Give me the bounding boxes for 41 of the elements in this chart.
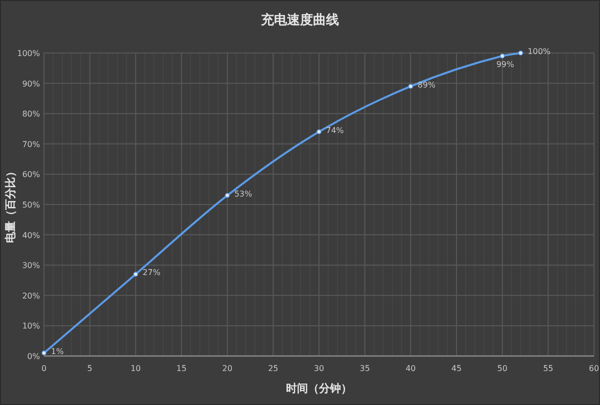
y-tick-label: 70% bbox=[22, 140, 40, 149]
y-tick-label: 20% bbox=[22, 291, 40, 300]
chart-title: 充电速度曲线 bbox=[260, 12, 339, 28]
x-tick-label: 10 bbox=[130, 364, 141, 373]
data-label: 53% bbox=[234, 189, 253, 198]
x-tick-label: 0 bbox=[41, 364, 47, 373]
point bbox=[42, 350, 46, 356]
point bbox=[500, 54, 505, 58]
x-axis-title: 时间（分钟） bbox=[286, 382, 352, 395]
point bbox=[316, 129, 322, 134]
point bbox=[408, 84, 414, 89]
data-label: 89% bbox=[418, 80, 436, 90]
point bbox=[224, 193, 230, 198]
y-tick-label: 60% bbox=[22, 170, 40, 180]
x-tick-label: 30 bbox=[314, 364, 324, 373]
y-tick-label: 100% bbox=[17, 49, 40, 58]
x-tick-label: 25 bbox=[268, 364, 278, 373]
x-tick-label: 5 bbox=[87, 364, 92, 373]
y-tick-label: 50% bbox=[22, 200, 40, 210]
data-label: 100% bbox=[528, 47, 551, 56]
point bbox=[133, 272, 138, 277]
y-tick-label: 10% bbox=[22, 322, 40, 331]
x-tick-label: 40 bbox=[406, 364, 416, 373]
point bbox=[518, 50, 524, 56]
y-tick-label: 90% bbox=[22, 79, 40, 88]
x-tick-label: 15 bbox=[176, 364, 187, 373]
y-tick-label: 30% bbox=[22, 261, 40, 270]
y-axis-title: 电量（百分比） bbox=[4, 166, 17, 243]
data-label: 1% bbox=[51, 346, 64, 356]
x-tick-label: 35 bbox=[360, 364, 370, 373]
x-tick-label: 60 bbox=[588, 364, 600, 373]
data-label: 99% bbox=[496, 60, 515, 70]
y-tick-label: 80% bbox=[22, 110, 40, 119]
x-tick-label: 45 bbox=[451, 364, 462, 373]
x-tick-label: 55 bbox=[543, 364, 554, 373]
x-tick-label: 20 bbox=[222, 364, 232, 373]
data-label: 74% bbox=[326, 126, 344, 135]
y-tick-label: 40% bbox=[22, 230, 40, 240]
data-label: 27% bbox=[142, 268, 161, 278]
x-tick-label: 50 bbox=[497, 364, 508, 373]
y-tick-label: 0% bbox=[27, 352, 40, 361]
